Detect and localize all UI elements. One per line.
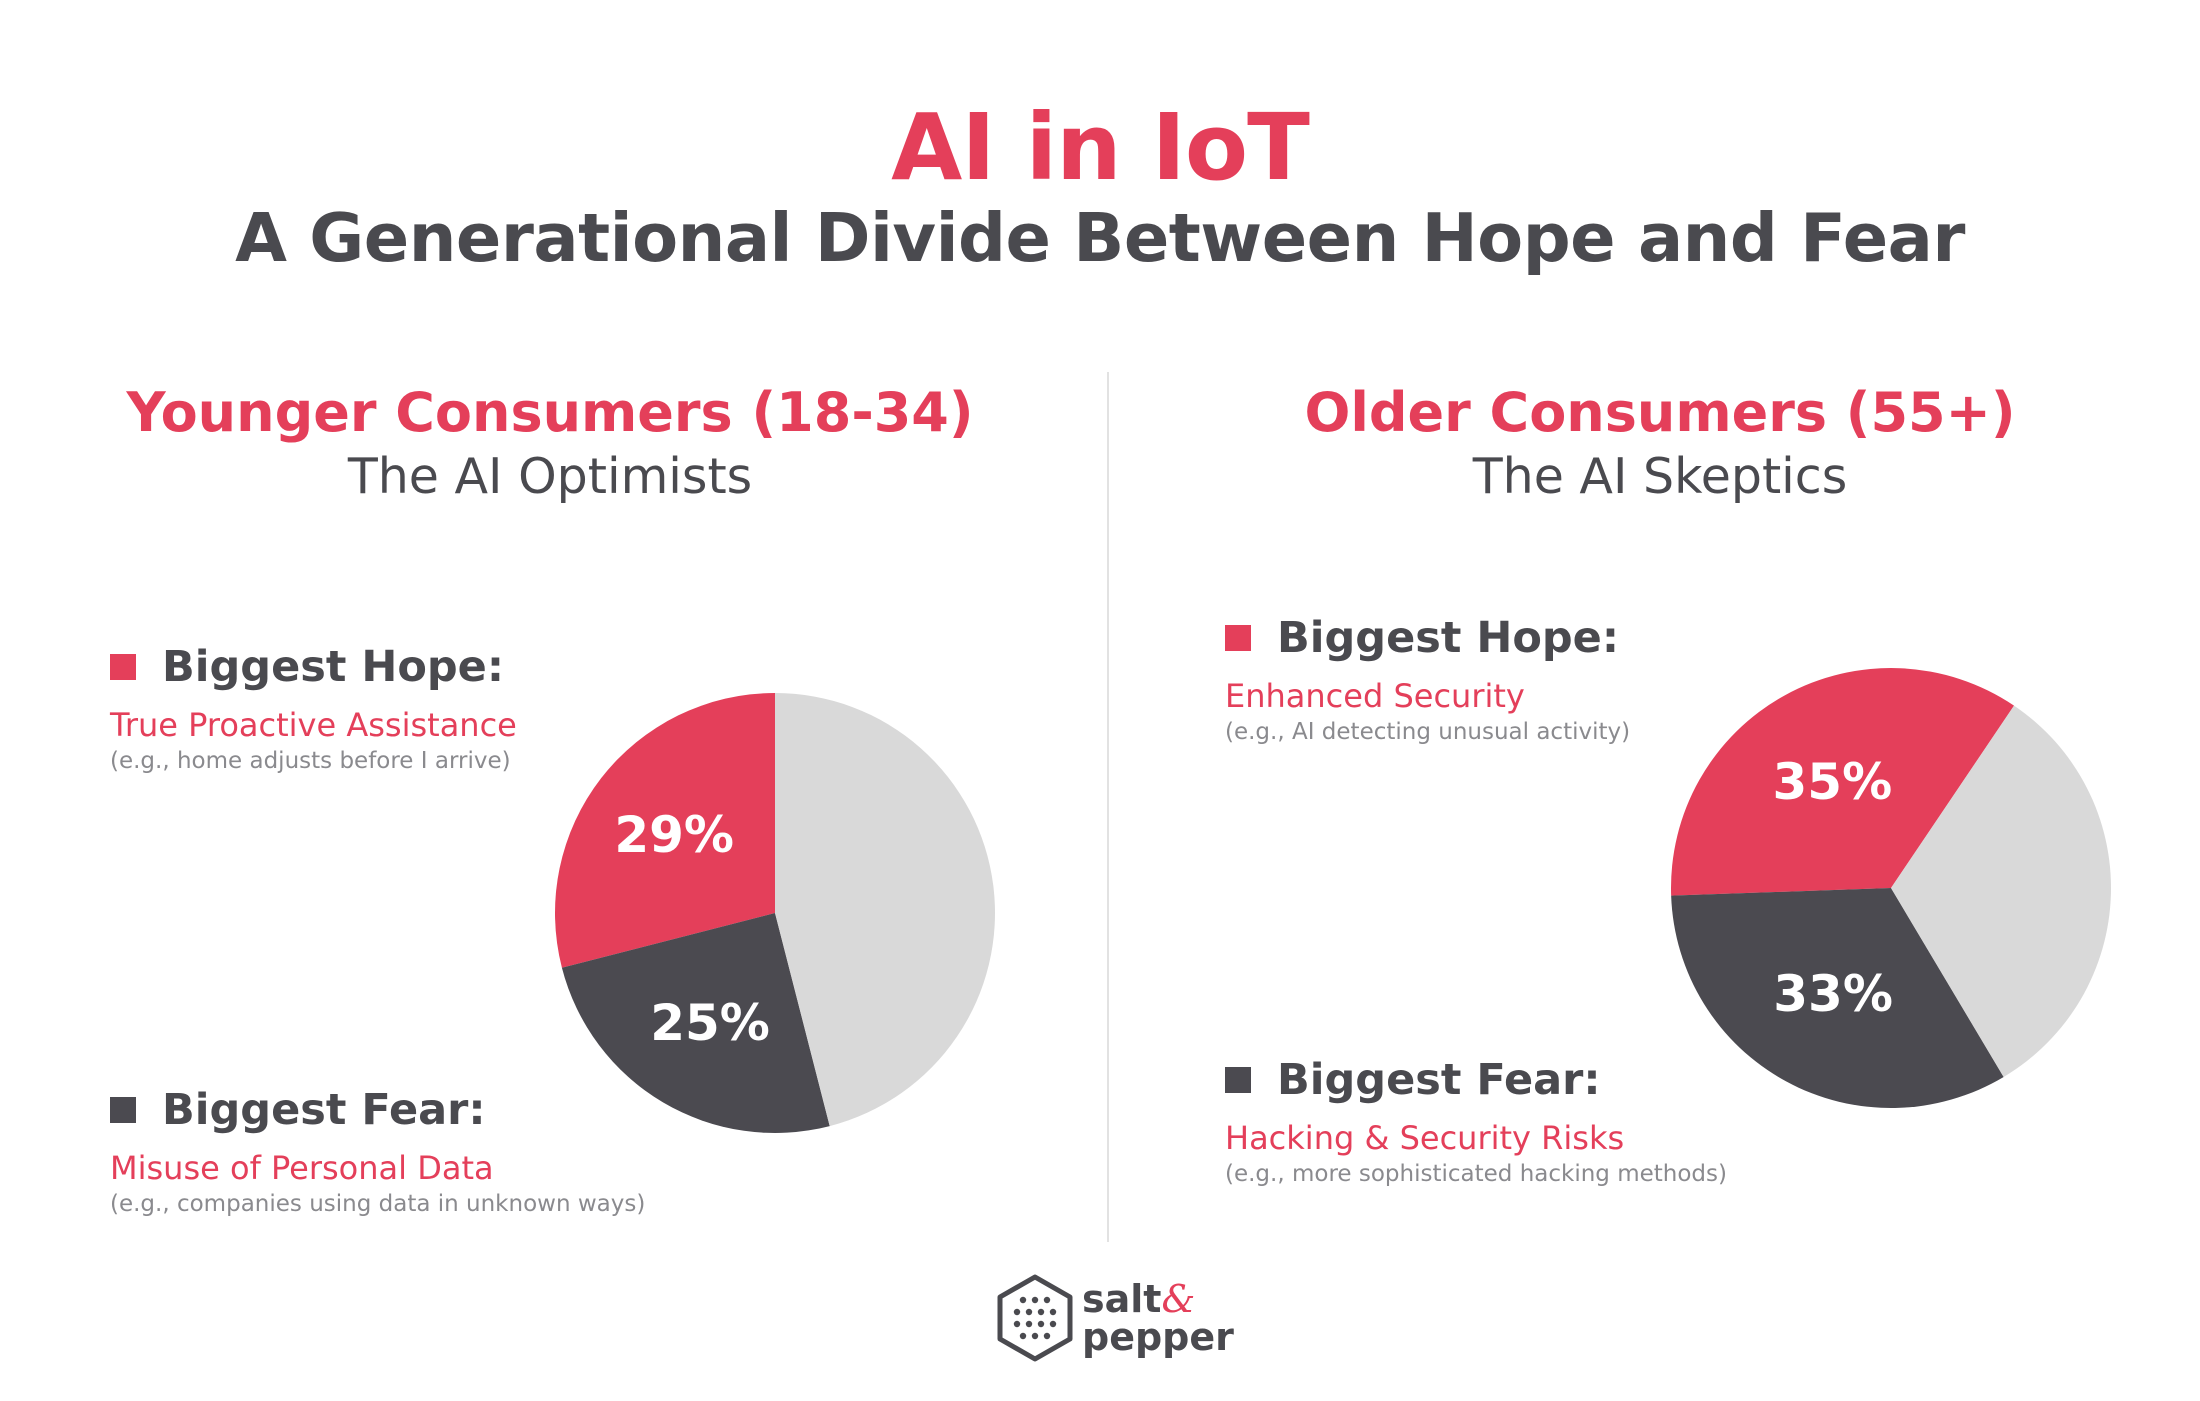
legend-hope-label: Biggest Hope:: [162, 642, 505, 692]
legend-hope-label: Biggest Hope:: [1277, 613, 1620, 663]
pie-data-label: 25%: [650, 994, 770, 1052]
legend-fear-example: (e.g., more sophisticated hacking method…: [1225, 1161, 1727, 1187]
pie-data-label: 33%: [1773, 965, 1893, 1023]
legend-hope-item: True Proactive Assistance: [110, 706, 517, 744]
pie-chart-younger: 29% 25%: [555, 693, 995, 1133]
panel-divider: [1107, 372, 1109, 1242]
brand-ampersand: &: [1161, 1277, 1196, 1321]
legend-hope-younger: Biggest Hope: True Proactive Assistance …: [110, 640, 517, 776]
panel-heading-younger: Younger Consumers (18-34) The AI Optimis…: [50, 380, 1050, 508]
fear-swatch-icon: [110, 1097, 136, 1123]
legend-fear-older: Biggest Fear: Hacking & Security Risks (…: [1225, 1053, 1727, 1189]
fear-swatch-icon: [1225, 1067, 1251, 1093]
legend-hope-example: (e.g., AI detecting unusual activity): [1225, 719, 1631, 745]
page-title: AI in IoT: [891, 94, 1310, 201]
legend-fear-label: Biggest Fear:: [1277, 1055, 1601, 1105]
legend-hope-example: (e.g., home adjusts before I arrive): [110, 748, 511, 774]
hope-swatch-icon: [1225, 625, 1251, 651]
panel-title-older: Older Consumers (55+): [1304, 381, 2016, 444]
brand-wordmark: salt& pepper: [1082, 1280, 1234, 1356]
legend-fear-label: Biggest Fear:: [162, 1085, 486, 1135]
legend-fear-younger: Biggest Fear: Misuse of Personal Data (e…: [110, 1083, 645, 1219]
legend-hope-item: Enhanced Security: [1225, 677, 1525, 715]
salt-pepper-logo-icon: [997, 1274, 1073, 1362]
panel-title-younger: Younger Consumers (18-34): [126, 381, 974, 444]
pie-slice-other: [1891, 705, 2111, 1077]
pie-data-label: 35%: [1772, 753, 1892, 811]
brand-name-part2: pepper: [1082, 1315, 1234, 1359]
pie-slice-other: [775, 693, 995, 1127]
panel-heading-older: Older Consumers (55+) The AI Skeptics: [1160, 380, 2160, 508]
pie-data-label: 29%: [614, 806, 734, 864]
legend-fear-example: (e.g., companies using data in unknown w…: [110, 1191, 646, 1217]
panel-persona-older: The AI Skeptics: [1472, 448, 1848, 505]
pie-slice-biggest-hope: [555, 693, 775, 968]
legend-fear-item: Misuse of Personal Data: [110, 1149, 494, 1187]
panel-persona-younger: The AI Optimists: [347, 448, 753, 505]
pie-slice-biggest-fear: [1671, 888, 2004, 1108]
brand-name-part1: salt: [1082, 1277, 1162, 1321]
page-subtitle: A Generational Divide Between Hope and F…: [235, 199, 1965, 277]
pie-slice-biggest-fear: [561, 913, 830, 1133]
pie-chart-older: 35% 33%: [1671, 668, 2111, 1108]
legend-fear-item: Hacking & Security Risks: [1225, 1119, 1625, 1157]
hope-swatch-icon: [110, 654, 136, 680]
legend-hope-older: Biggest Hope: Enhanced Security (e.g., A…: [1225, 611, 1630, 747]
pie-slice-biggest-hope: [1671, 668, 2015, 896]
